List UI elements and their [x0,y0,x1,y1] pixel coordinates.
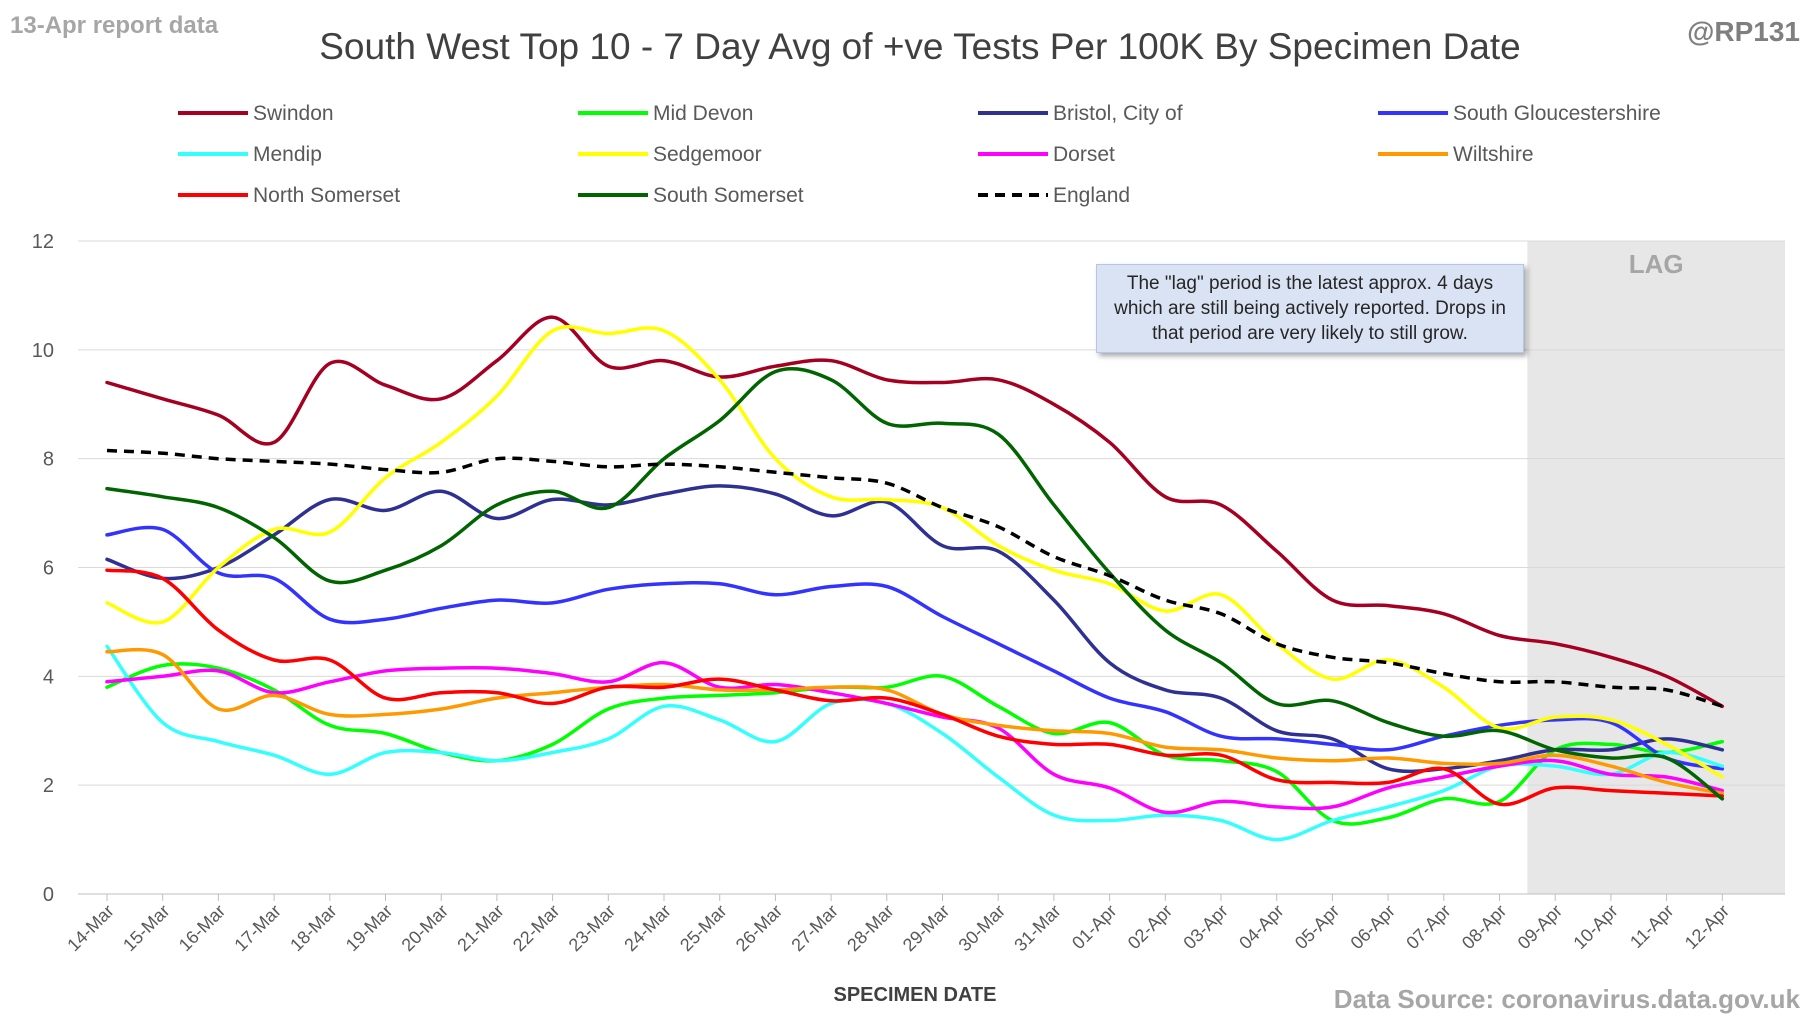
legend-label-south-gloucestershire: South Gloucestershire [1453,102,1661,125]
lag-note: The "lag" period is the latest approx. 4… [1096,264,1524,353]
x-tick-label: 01-Apr [1068,901,1120,953]
series-line-england [106,448,1723,708]
y-tick-label: 10 [32,340,54,362]
x-tick-label: 05-Apr [1291,901,1343,953]
legend-label-dorset: Dorset [1053,143,1115,166]
y-tick-label: 4 [43,666,54,688]
x-tick-label: 06-Apr [1347,901,1399,953]
x-tick-label: 21-Mar [453,901,507,955]
y-tick-label: 12 [32,231,54,253]
legend-label-mendip: Mendip [253,143,322,166]
x-tick-label: 14-Mar [63,901,117,955]
x-tick-label: 09-Apr [1514,901,1566,953]
x-tick-label: 15-Mar [119,901,173,955]
legend-label-wiltshire: Wiltshire [1453,143,1534,166]
x-axis-title: SPECIMEN DATE [834,984,997,1006]
x-tick-label: 23-Mar [565,901,619,955]
x-tick-label: 16-Mar [175,901,229,955]
x-tick-label: 20-Mar [398,901,452,955]
report-date-label: 13-Apr report data [10,12,219,39]
x-tick-label: 30-Mar [955,901,1009,955]
x-tick-label: 02-Apr [1124,901,1176,953]
data-source: Data Source: coronavirus.data.gov.uk [1333,984,1800,1014]
x-tick-label: 07-Apr [1402,901,1454,953]
x-tick-label: 27-Mar [787,901,841,955]
x-tick-label: 10-Apr [1569,901,1621,953]
series-line-mid-devon [105,662,1725,826]
series-line-wiltshire [105,647,1725,796]
x-tick-label: 25-Mar [676,901,730,955]
x-tick-label: 18-Mar [286,901,340,955]
x-tick-label: 03-Apr [1179,901,1231,953]
legend-label-mid-devon: Mid Devon [653,102,753,125]
author-handle: @RP131 [1687,16,1800,47]
legend-label-south-somerset: South Somerset [653,184,804,207]
x-tick-label: 26-Mar [732,901,786,955]
legend-label-bristol-city-of: Bristol, City of [1053,102,1183,125]
x-tick-label: 22-Mar [509,901,563,955]
legend-label-swindon: Swindon [253,102,334,125]
series-line-north-somerset [105,568,1725,807]
lag-label: LAG [1629,249,1684,279]
x-tick-label: 29-Mar [899,901,953,955]
x-tick-label: 04-Apr [1235,901,1287,953]
series-line-swindon [105,315,1725,709]
y-tick-label: 0 [43,884,54,906]
y-tick-label: 2 [43,775,54,797]
series-line-sedgemoor [105,325,1725,779]
x-tick-label: 28-Mar [843,901,897,955]
y-tick-label: 6 [43,558,54,580]
x-tick-label: 24-Mar [620,901,674,955]
x-tick-label: 17-Mar [230,901,284,955]
x-tick-label: 19-Mar [342,901,396,955]
series-line-mendip [105,644,1725,842]
x-tick-label: 31-Mar [1010,901,1064,955]
x-tick-label: 11-Apr [1626,901,1677,952]
legend-label-sedgemoor: Sedgemoor [653,143,762,166]
x-tick-label: 08-Apr [1458,901,1510,953]
chart-title: South West Top 10 - 7 Day Avg of +ve Tes… [319,26,1521,67]
series-line-dorset [105,660,1725,815]
series-line-south-somerset [105,367,1725,801]
legend-label-england: England [1053,184,1130,207]
legend-label-north-somerset: North Somerset [253,184,400,207]
x-tick-label: 12-Apr [1681,901,1733,953]
y-tick-label: 8 [43,449,54,471]
